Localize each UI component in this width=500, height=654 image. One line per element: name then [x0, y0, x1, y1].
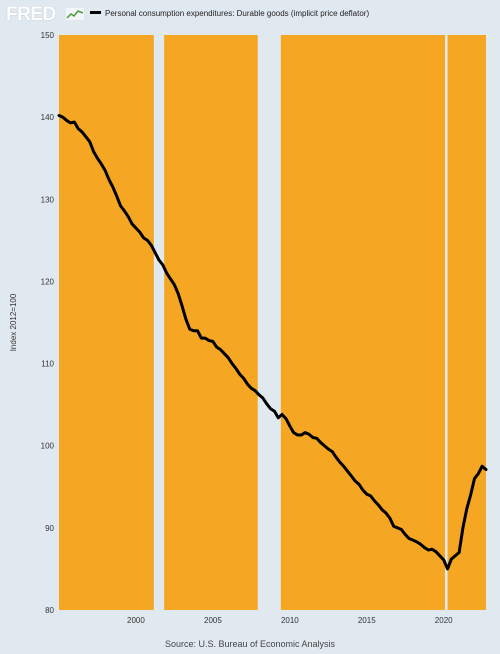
y-tick-label: 130 — [41, 195, 55, 204]
fred-logo[interactable]: FRED — [6, 4, 56, 25]
recession-band — [257, 35, 281, 610]
y-tick-label: 90 — [45, 524, 54, 533]
x-tick-label: 2005 — [204, 616, 222, 625]
recession-band — [153, 35, 165, 610]
series-line[interactable] — [57, 114, 488, 571]
y-tick-label: 100 — [41, 442, 55, 451]
legend-label: Personal consumption expenditures: Durab… — [105, 9, 370, 18]
x-tick-label: 2010 — [281, 616, 299, 625]
chart-header: FRED Personal consumption expenditures: … — [0, 0, 500, 30]
x-axis: 2000 2005 2010 2015 2020 — [127, 616, 453, 625]
x-tick-label: 2015 — [358, 616, 376, 625]
y-axis: 80 90 100 110 120 130 140 150 — [41, 31, 55, 615]
legend[interactable]: Personal consumption expenditures: Durab… — [90, 9, 369, 18]
y-tick-label: 110 — [41, 360, 54, 369]
y-tick-label: 140 — [41, 113, 55, 122]
y-axis-title: Index 2012=100 — [9, 293, 18, 351]
y-tick-label: 150 — [41, 31, 55, 40]
source-note: Source: U.S. Bureau of Economic Analysis — [164, 639, 336, 649]
x-tick-label: 2020 — [435, 616, 453, 625]
x-tick-label: 2000 — [127, 616, 145, 625]
y-tick-label: 80 — [45, 606, 54, 615]
fred-trend-icon — [66, 8, 84, 20]
recession-band — [445, 35, 448, 610]
recession-bands — [153, 35, 448, 610]
y-tick-label: 120 — [41, 277, 55, 286]
legend-swatch — [90, 11, 101, 15]
